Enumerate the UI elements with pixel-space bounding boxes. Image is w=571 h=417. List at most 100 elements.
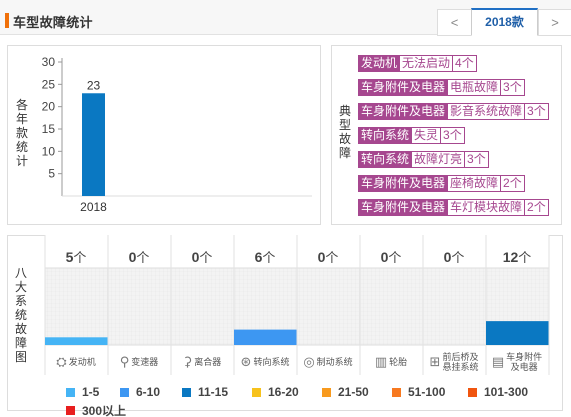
legend-item: 51-100: [392, 385, 445, 399]
system-faults-panel: 八大系统故障图 5个 ⛭ 发动机 0个 ⚲ 变速器 0个 ⚳ 离合器 6个 ⊛ 转向系统 0个 ◎ 制动系统…: [7, 235, 563, 417]
system-bar-car-body[interactable]: [486, 321, 549, 345]
y-tick-label: 5: [48, 167, 55, 181]
system-count-label: 0个: [191, 249, 213, 265]
fault-issue-label: 无法启动: [400, 55, 454, 72]
year-stats-panel: 各年款统计 5 10 15 20 25 30 23 2018: [7, 45, 321, 225]
fault-category-badge: 车身附件及电器: [358, 199, 449, 216]
system-label[interactable]: ⊞ 前后桥及 悬挂系统: [423, 349, 485, 375]
fault-count-label: 3个: [501, 79, 525, 96]
system-count-label: 6个: [254, 249, 276, 265]
system-count-label: 0个: [380, 249, 402, 265]
system-name: 轮胎: [389, 357, 408, 367]
y-tick-label: 25: [42, 77, 56, 91]
year-stats-chart: 5 10 15 20 25 30 23 2018: [42, 55, 312, 214]
fault-category-badge: 转向系统: [358, 151, 413, 168]
engine-icon: ⛭: [56, 354, 67, 369]
system-name: 车身附件 及电器: [506, 352, 543, 372]
legend-swatch: [392, 387, 401, 397]
fault-issue-label: 影音系统故障: [448, 103, 526, 120]
bar-2018[interactable]: [82, 93, 105, 196]
fault-count-label: 2个: [525, 199, 549, 216]
legend-swatch: [468, 387, 477, 397]
legend-label: 51-100: [408, 385, 446, 399]
system-bar-steering-wheel[interactable]: [234, 329, 297, 345]
system-name: 变速器: [131, 357, 159, 367]
y-tick-label: 10: [42, 144, 56, 158]
system-label[interactable]: ⛭ 发动机: [45, 349, 107, 375]
fault-category-badge: 车身附件及电器: [358, 79, 449, 96]
system-name: 前后桥及 悬挂系统: [442, 352, 479, 372]
legend-item: 16-20: [252, 385, 299, 399]
system-label[interactable]: ◎ 制动系统: [297, 349, 359, 375]
stats-header: 车型故障统计 < 2018款 >: [0, 0, 571, 36]
system-label[interactable]: ⚳ 离合器: [171, 349, 233, 375]
fault-issue-label: 故障灯亮: [412, 151, 466, 168]
legend-item: 1-5: [66, 385, 99, 399]
system-count-label: 0个: [128, 249, 150, 265]
fault-item[interactable]: 转向系统 故障灯亮 3个: [358, 151, 489, 168]
fault-item[interactable]: 车身附件及电器 影音系统故障 3个: [358, 103, 549, 120]
system-count-label: 0个: [443, 249, 465, 265]
system-name: 制动系统: [316, 357, 353, 367]
system-bar-engine[interactable]: [45, 337, 108, 345]
y-tick-label: 30: [42, 55, 56, 69]
system-faults-axis-label: 八大系统故障图: [14, 266, 27, 364]
y-tick-label: 20: [42, 100, 56, 114]
tab-year-2018[interactable]: 2018款: [471, 8, 538, 36]
system-count-label: 12个: [502, 249, 532, 265]
system-name: 离合器: [194, 357, 222, 367]
legend-item: 6-10: [120, 385, 160, 399]
page-title: 车型故障统计: [13, 15, 93, 30]
legend-label: 101-300: [484, 385, 529, 399]
bar-value-label: 23: [87, 78, 101, 92]
system-name: 发动机: [68, 357, 96, 367]
typical-faults-panel: 典型故障 发动机 无法启动 4个 车身附件及电器 电瓶故障 3个 车身附件及电器 影音系统故障…: [331, 45, 562, 225]
fault-issue-label: 车灯模块故障: [448, 199, 526, 216]
system-label[interactable]: ⚲ 变速器: [108, 349, 170, 375]
system-faults-chart: [44, 235, 550, 375]
legend-label: 11-15: [198, 385, 229, 399]
system-count-label: 0个: [317, 249, 339, 265]
system-label[interactable]: ▥ 轮胎: [360, 349, 422, 375]
fault-item[interactable]: 转向系统 失灵 3个: [358, 127, 465, 144]
tire-icon: ▥: [374, 354, 388, 369]
legend-item: 21-50: [322, 385, 369, 399]
system-count-label: 5个: [65, 249, 87, 265]
next-year-button[interactable]: >: [538, 9, 571, 36]
legend-label: 21-50: [338, 385, 369, 399]
fault-item[interactable]: 车身附件及电器 车灯模块故障 2个: [358, 199, 549, 216]
legend-swatch: [66, 387, 75, 397]
brake-disc-icon: ◎: [303, 354, 315, 369]
legend-label: 16-20: [268, 385, 299, 399]
fault-count-label: 3个: [525, 103, 549, 120]
car-body-icon: ▤: [491, 354, 505, 369]
x-category-label: 2018: [80, 200, 107, 214]
legend-swatch: [66, 406, 75, 415]
y-tick-label: 15: [42, 122, 56, 136]
fault-issue-label: 座椅故障: [448, 175, 502, 192]
fault-count-label: 2个: [501, 175, 525, 192]
legend-swatch: [322, 387, 331, 397]
system-label[interactable]: ⊛ 转向系统: [234, 349, 296, 375]
year-stats-axis-label: 各年款统计: [15, 98, 28, 168]
legend-swatch: [182, 387, 191, 397]
fault-category-badge: 转向系统: [358, 127, 413, 144]
fault-category-badge: 车身附件及电器: [358, 175, 449, 192]
legend-swatch: [120, 387, 129, 397]
prev-year-button[interactable]: <: [437, 9, 471, 36]
fault-item[interactable]: 车身附件及电器 电瓶故障 3个: [358, 79, 525, 96]
suspension-icon: ⊞: [429, 354, 441, 369]
fault-category-badge: 发动机: [358, 55, 401, 72]
legend-label: 6-10: [136, 385, 161, 399]
system-name: 转向系统: [253, 357, 290, 367]
system-label[interactable]: ▤ 车身附件 及电器: [486, 349, 548, 375]
fault-item[interactable]: 发动机 无法启动 4个: [358, 55, 477, 72]
fault-item[interactable]: 车身附件及电器 座椅故障 2个: [358, 175, 525, 192]
legend-item: 101-300: [468, 385, 528, 399]
steering-wheel-icon: ⊛: [240, 354, 252, 369]
fault-count-label: 3个: [465, 151, 489, 168]
fault-count-label: 3个: [441, 127, 465, 144]
fault-issue-label: 电瓶故障: [448, 79, 502, 96]
fault-count-label: 4个: [453, 55, 477, 72]
clutch-pedal-icon: ⚳: [182, 354, 193, 369]
